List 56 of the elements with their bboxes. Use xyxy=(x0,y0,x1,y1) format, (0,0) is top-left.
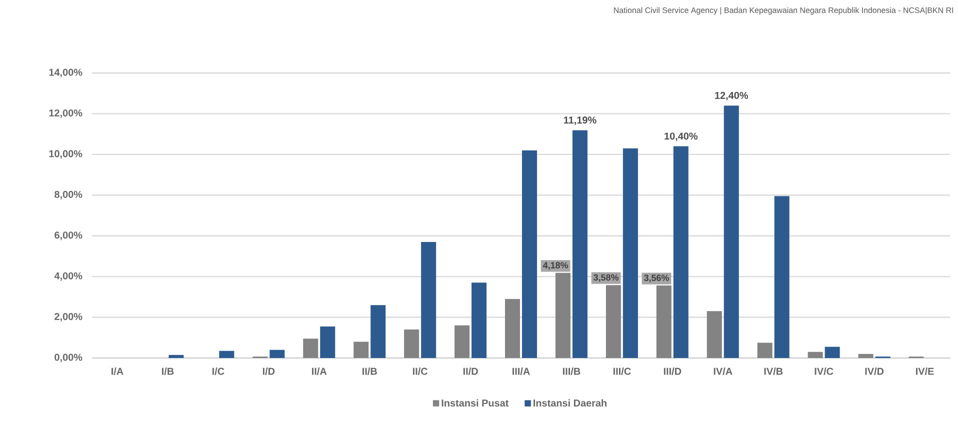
y-tick-label: 6,00% xyxy=(54,232,82,240)
y-tick-label: 8,00% xyxy=(54,190,82,200)
bar xyxy=(724,106,739,358)
bar xyxy=(219,350,234,358)
y-tick-label: 14,00% xyxy=(49,68,82,78)
x-tick-label: IV/B xyxy=(764,368,783,375)
bar xyxy=(505,298,520,358)
bar xyxy=(808,352,823,358)
x-tick-label: II/A xyxy=(312,368,327,375)
bar xyxy=(858,354,874,358)
bar xyxy=(454,325,470,358)
bar xyxy=(824,346,840,358)
data-label: 3,58% xyxy=(594,274,619,282)
x-tick-label: II/C xyxy=(412,368,428,375)
bar xyxy=(572,130,588,358)
x-tick-label: IV/E xyxy=(916,368,934,375)
legend-label: Instansi Daerah xyxy=(534,399,606,407)
x-tick-label: III/C xyxy=(613,368,631,375)
bar xyxy=(354,342,369,358)
y-tick-label: 2,00% xyxy=(54,313,82,322)
x-tick-label: II/B xyxy=(362,368,377,375)
x-tick-label: I/A xyxy=(112,368,124,375)
bar xyxy=(774,196,790,358)
x-tick-label: II/D xyxy=(463,368,478,375)
x-tick-label: III/A xyxy=(512,368,530,375)
y-tick-label: 12,00% xyxy=(49,109,82,118)
bar xyxy=(522,150,538,358)
bar xyxy=(706,311,722,358)
bar xyxy=(421,242,436,358)
bar xyxy=(472,282,487,358)
bar xyxy=(370,305,386,358)
data-label: 12,40% xyxy=(715,92,748,100)
x-tick-label: IV/A xyxy=(714,368,732,375)
bar xyxy=(168,354,184,358)
bar xyxy=(757,342,772,358)
data-label: 10,40% xyxy=(664,132,698,142)
x-tick-label: III/B xyxy=(563,368,580,375)
x-tick-label: III/D xyxy=(664,368,682,375)
y-tick-label: 4,00% xyxy=(54,272,82,281)
x-tick-label: IV/D xyxy=(865,368,884,375)
bar xyxy=(673,146,688,358)
legend-label: Instansi Pusat xyxy=(442,399,509,407)
bar xyxy=(622,148,638,358)
bar xyxy=(320,326,336,358)
bar xyxy=(303,338,318,358)
bar xyxy=(404,330,420,358)
y-tick-label: 10,00% xyxy=(49,150,82,159)
x-tick-label: I/B xyxy=(162,368,174,375)
data-label: 4,18% xyxy=(543,262,568,270)
x-tick-label: I/C xyxy=(212,368,224,375)
data-label: 3,56% xyxy=(644,274,669,282)
y-tick-label: 0,00% xyxy=(54,354,82,362)
x-tick-label: IV/C xyxy=(814,368,834,375)
data-label: 11,19% xyxy=(564,116,596,126)
x-tick-label: I/D xyxy=(262,368,275,375)
bar xyxy=(270,350,285,358)
